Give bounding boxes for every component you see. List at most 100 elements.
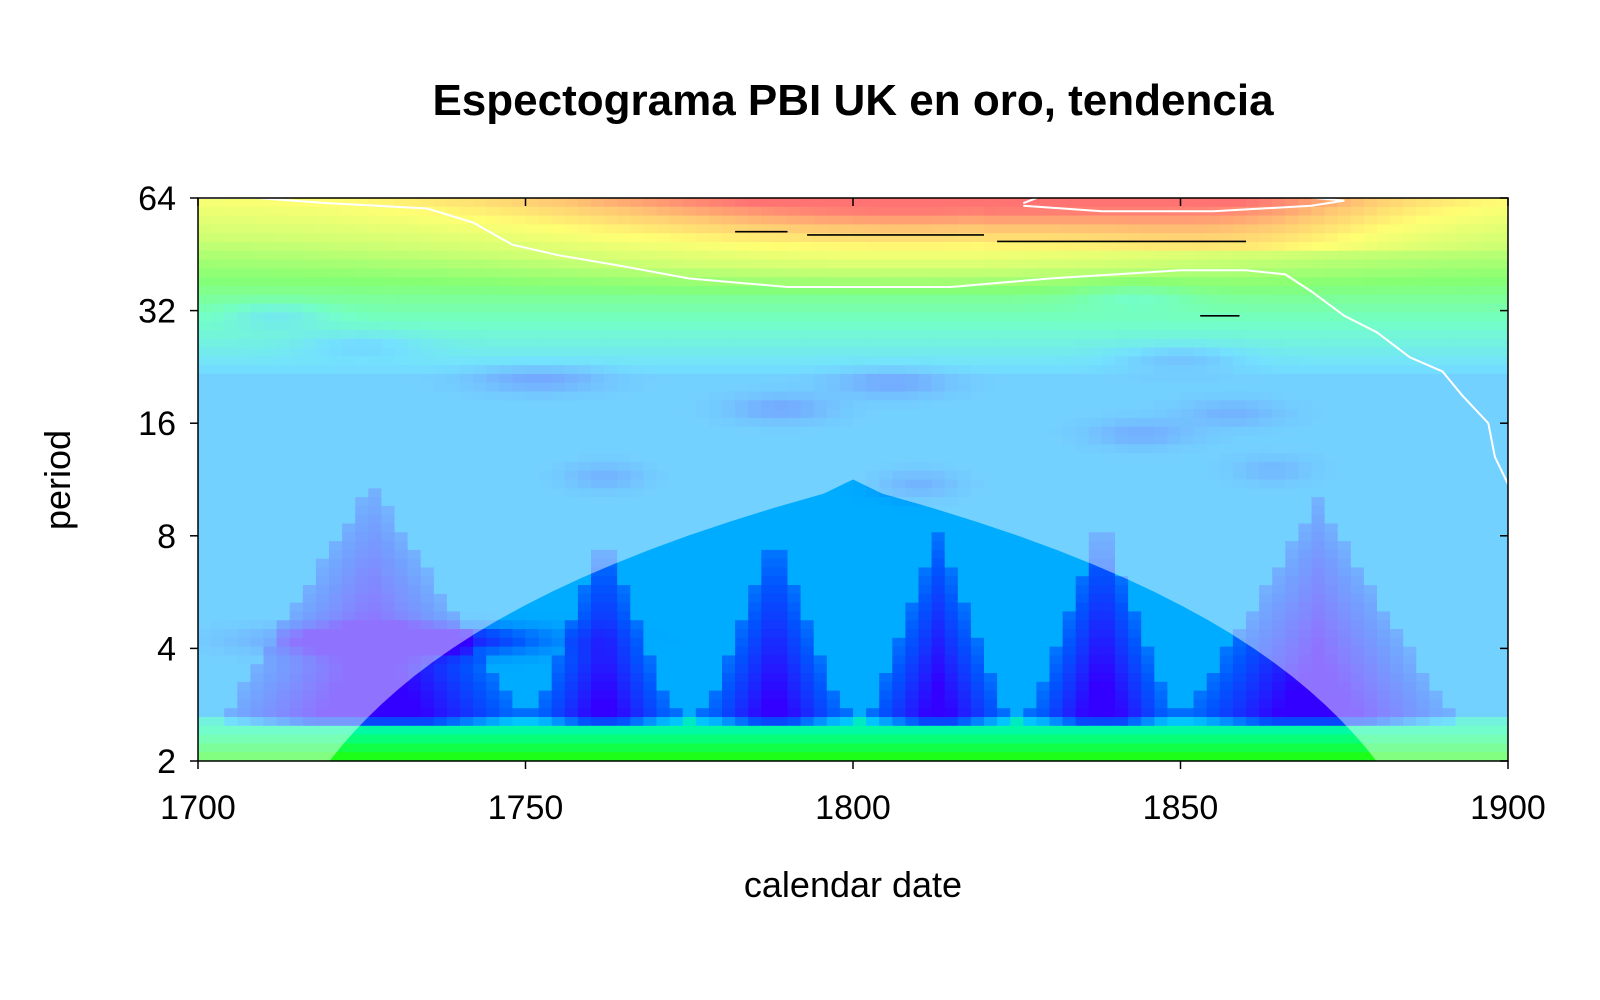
heatmap-cell (997, 585, 1011, 595)
heatmap-cell (1259, 277, 1273, 287)
heatmap-cell (761, 347, 775, 357)
heatmap-cell (1088, 285, 1103, 296)
heatmap-cell (800, 417, 815, 428)
heatmap-cell (473, 426, 487, 437)
heatmap-cell (577, 206, 592, 217)
heatmap-cell (394, 321, 409, 331)
heatmap-cell (1088, 312, 1103, 322)
heatmap-cell (1246, 365, 1260, 375)
heatmap-cell (984, 206, 998, 217)
heatmap-cell (1350, 259, 1365, 269)
heatmap-cell (708, 567, 723, 577)
heatmap-cell (1062, 294, 1077, 305)
heatmap-cell (748, 373, 762, 384)
heatmap-cell (1023, 285, 1037, 296)
heatmap-cell (918, 611, 933, 621)
heatmap-cell (787, 356, 802, 366)
heatmap-cell (997, 285, 1011, 296)
heatmap-cell (970, 611, 985, 621)
heatmap-cell (997, 541, 1011, 551)
heatmap-cell (1324, 391, 1339, 401)
heatmap-cell (669, 312, 684, 322)
heatmap-cell (1115, 198, 1129, 208)
heatmap-cell (708, 321, 723, 331)
heatmap-cell (905, 567, 920, 577)
heatmap-cell (1141, 303, 1155, 313)
heatmap-cell (1141, 593, 1155, 604)
heatmap-cell (735, 523, 749, 533)
heatmap-cell (1075, 347, 1090, 357)
heatmap-cell (538, 629, 553, 639)
heatmap-cell (787, 224, 802, 234)
heatmap-cell (1442, 259, 1457, 269)
heatmap-cell (944, 576, 959, 586)
heatmap-cell (944, 233, 959, 243)
heatmap-cell (905, 338, 920, 349)
heatmap-cell (656, 558, 671, 569)
heatmap-cell (289, 417, 304, 428)
heatmap-cell (1429, 241, 1444, 252)
heatmap-cell (853, 426, 867, 437)
heatmap-cell (1311, 215, 1326, 225)
heatmap-cell (591, 417, 605, 428)
heatmap-cell (748, 576, 762, 586)
heatmap-cell (1350, 400, 1365, 410)
heatmap-cell (525, 629, 540, 639)
heatmap-cell (931, 629, 946, 639)
heatmap-cell (944, 241, 959, 252)
heatmap-cell (368, 233, 382, 243)
heatmap-cell (1232, 215, 1247, 225)
heatmap-cell (355, 224, 369, 234)
heatmap-cell (970, 294, 985, 305)
heatmap-cell (250, 206, 265, 217)
heatmap-cell (1403, 259, 1417, 269)
heatmap-cell (407, 198, 422, 208)
heatmap-cell (551, 268, 566, 278)
heatmap-cell (538, 426, 553, 437)
heatmap-cell (381, 268, 396, 278)
heatmap-cell (1128, 620, 1142, 630)
heatmap-cell (1141, 426, 1155, 437)
heatmap-cell (433, 303, 448, 313)
heatmap-cell (918, 585, 933, 595)
heatmap-cell (970, 356, 985, 366)
heatmap-cell (1023, 277, 1037, 287)
heatmap-cell (761, 365, 775, 375)
heatmap-cell (1442, 303, 1457, 313)
heatmap-cell (708, 532, 723, 542)
heatmap-cell (355, 382, 369, 393)
heatmap-cell (708, 206, 723, 217)
heatmap-cell (473, 268, 487, 278)
heatmap-cell (486, 224, 500, 234)
heatmap-cell (1259, 198, 1273, 208)
heatmap-cell (538, 611, 553, 621)
heatmap-cell (682, 356, 697, 366)
heatmap-cell (237, 259, 251, 269)
heatmap-cell (722, 426, 736, 437)
heatmap-cell (211, 294, 225, 305)
heatmap-cell (315, 426, 330, 437)
heatmap-cell (1193, 365, 1208, 375)
heatmap-cell (944, 224, 959, 234)
heatmap-cell (1023, 321, 1037, 331)
heatmap-cell (407, 426, 422, 437)
heatmap-cell (1206, 233, 1221, 243)
heatmap-cell (315, 312, 330, 322)
heatmap-cell (617, 233, 631, 243)
heatmap-cell (931, 356, 946, 366)
heatmap-cell (1455, 356, 1470, 366)
heatmap-cell (1101, 215, 1116, 225)
heatmap-cell (669, 347, 684, 357)
heatmap-cell (1377, 303, 1391, 313)
heatmap-cell (970, 576, 985, 586)
heatmap-cell (1180, 629, 1195, 639)
heatmap-cell (853, 558, 867, 569)
heatmap-cell (525, 285, 540, 296)
heatmap-cell (1193, 241, 1208, 252)
heatmap-cell (381, 294, 396, 305)
heatmap-cell (813, 382, 828, 393)
heatmap-cell (879, 241, 893, 252)
heatmap-cell (630, 620, 644, 630)
heatmap-cell (853, 611, 867, 621)
heatmap-cell (1049, 268, 1064, 278)
